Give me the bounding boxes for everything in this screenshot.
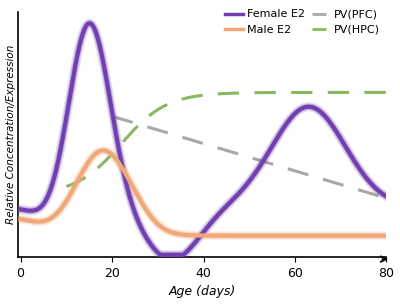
Y-axis label: Relative Concentration/Expression: Relative Concentration/Expression — [6, 45, 16, 224]
Legend: Female E2, Male E2, PV(PFC), PV(HPC): Female E2, Male E2, PV(PFC), PV(HPC) — [220, 5, 384, 40]
X-axis label: Age (days): Age (days) — [169, 285, 236, 299]
